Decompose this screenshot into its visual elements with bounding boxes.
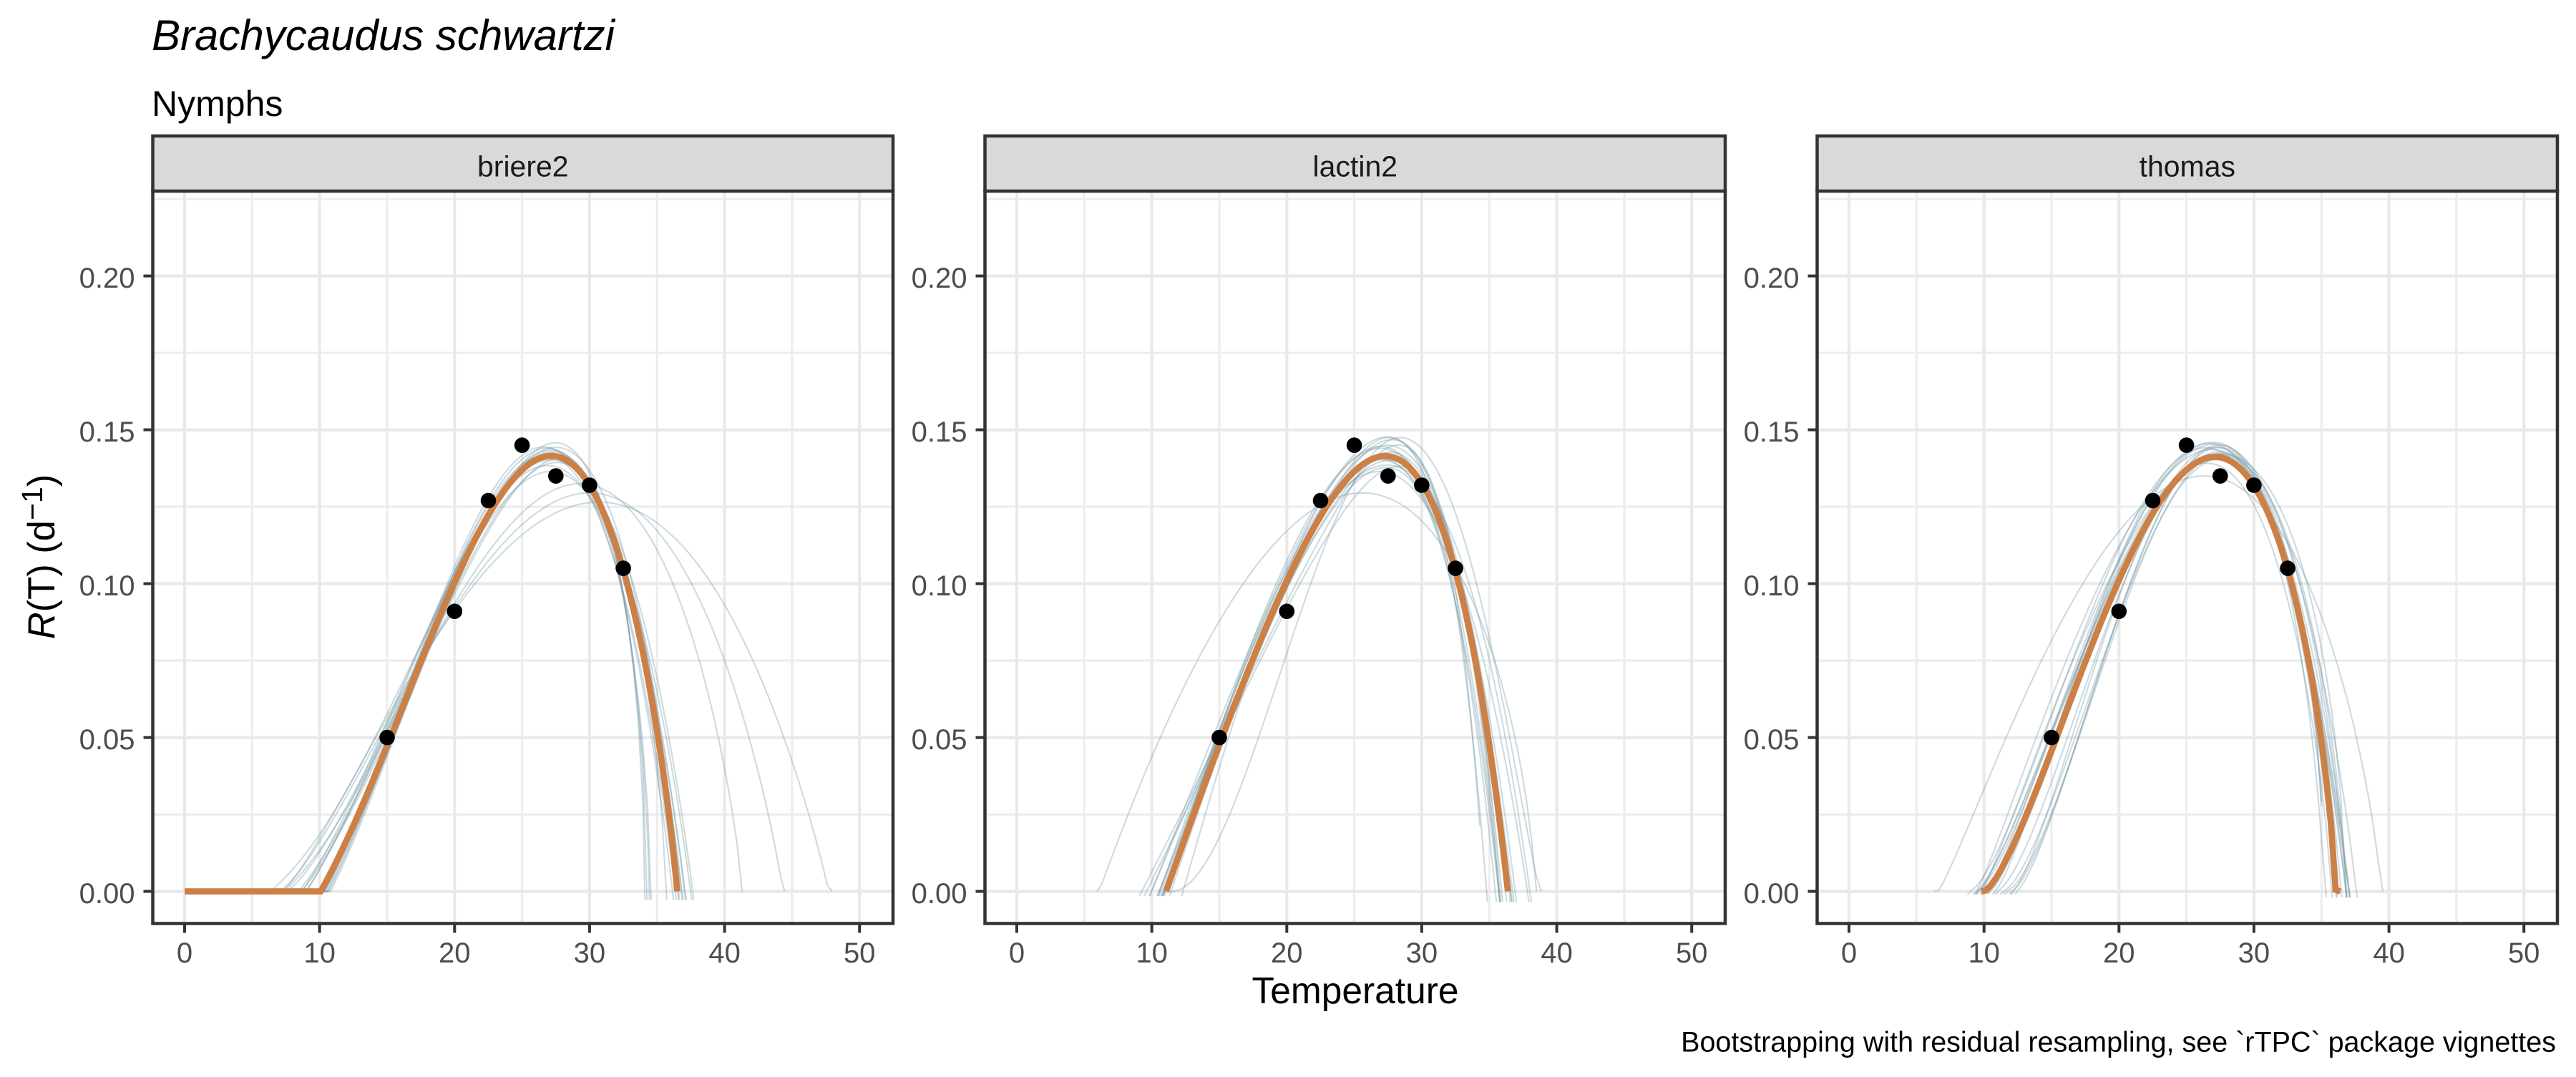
svg-text:0.20: 0.20	[1744, 263, 1800, 294]
svg-text:0.15: 0.15	[912, 416, 967, 448]
svg-text:0: 0	[1841, 937, 1857, 969]
svg-text:Brachycaudus schwartzi: Brachycaudus schwartzi	[152, 11, 616, 59]
svg-text:50: 50	[844, 937, 876, 969]
svg-text:0.10: 0.10	[1744, 570, 1800, 602]
svg-text:20: 20	[439, 937, 471, 969]
svg-text:30: 30	[1406, 937, 1438, 969]
svg-text:0.00: 0.00	[1744, 878, 1800, 910]
svg-text:10: 10	[1968, 937, 2000, 969]
svg-text:50: 50	[1676, 937, 1708, 969]
svg-text:0: 0	[177, 937, 192, 969]
svg-text:Bootstrapping with residual re: Bootstrapping with residual resampling, …	[1681, 1027, 2556, 1058]
svg-text:0.20: 0.20	[912, 263, 967, 294]
svg-text:briere2: briere2	[477, 150, 569, 183]
svg-text:lactin2: lactin2	[1313, 150, 1398, 183]
svg-text:20: 20	[1271, 937, 1303, 969]
svg-text:0.00: 0.00	[912, 878, 967, 910]
svg-text:10: 10	[303, 937, 336, 969]
svg-text:0.05: 0.05	[79, 724, 135, 756]
svg-text:50: 50	[2508, 937, 2540, 969]
svg-text:Nymphs: Nymphs	[152, 84, 283, 124]
svg-text:0.05: 0.05	[1744, 724, 1800, 756]
svg-text:0.00: 0.00	[79, 878, 135, 910]
svg-text:0.10: 0.10	[79, 570, 135, 602]
svg-text:Temperature: Temperature	[1252, 970, 1458, 1011]
svg-text:0.10: 0.10	[912, 570, 967, 602]
svg-text:thomas: thomas	[2140, 150, 2235, 183]
svg-text:30: 30	[574, 937, 606, 969]
svg-text:30: 30	[2238, 937, 2270, 969]
svg-text:40: 40	[708, 937, 741, 969]
svg-text:40: 40	[1541, 937, 1573, 969]
svg-text:0.15: 0.15	[79, 416, 135, 448]
svg-text:40: 40	[2373, 937, 2405, 969]
svg-text:0.20: 0.20	[79, 263, 135, 294]
svg-text:20: 20	[2103, 937, 2135, 969]
svg-text:0.15: 0.15	[1744, 416, 1800, 448]
svg-text:10: 10	[1136, 937, 1168, 969]
svg-text:0.05: 0.05	[912, 724, 967, 756]
svg-text:R(T) (d−1): R(T) (d−1)	[16, 474, 63, 639]
svg-text:0: 0	[1009, 937, 1025, 969]
